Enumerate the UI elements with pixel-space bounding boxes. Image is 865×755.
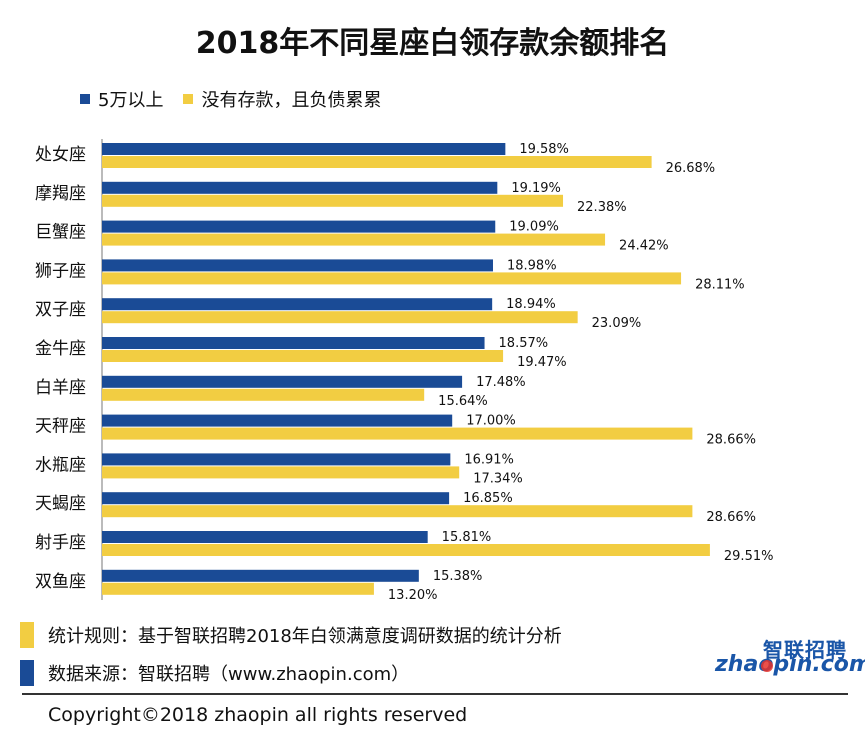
bar-series-1 <box>102 298 493 311</box>
data-label: 22.38% <box>577 200 627 215</box>
legend-label-series-1: 5万以上 <box>98 90 164 111</box>
bar-series-1 <box>102 259 493 272</box>
data-label: 13.20% <box>388 588 438 600</box>
data-label: 17.48% <box>476 375 526 390</box>
data-label: 16.85% <box>463 491 513 506</box>
data-label: 19.09% <box>509 220 559 235</box>
legend-swatch-series-1 <box>80 94 90 104</box>
data-label: 19.19% <box>511 181 561 196</box>
legend-label-series-2: 没有存款，且负债累累 <box>201 90 382 111</box>
legend: 5万以上 没有存款，且负债累累 <box>80 86 401 112</box>
data-label: 18.98% <box>507 258 557 273</box>
data-label: 19.47% <box>517 355 567 370</box>
category-label: 天秤座 <box>35 417 86 437</box>
data-label: 23.09% <box>592 316 642 331</box>
logo-dot-icon <box>761 660 773 672</box>
category-label: 白羊座 <box>35 378 86 398</box>
bar-series-2 <box>102 233 606 246</box>
note-method-marker <box>20 622 34 648</box>
logo-cn-text: 智联招聘 <box>763 638 847 662</box>
bar-series-2 <box>102 272 682 285</box>
bar-series-1 <box>102 220 496 233</box>
data-label: 15.38% <box>433 569 483 584</box>
category-label: 狮子座 <box>35 261 86 281</box>
bar-series-1 <box>102 453 451 466</box>
legend-swatch-series-2 <box>183 94 194 104</box>
bar-series-1 <box>102 143 506 155</box>
note-source: 数据来源：智联招聘（www.zhaopin.com） <box>20 660 409 686</box>
data-label: 28.11% <box>695 277 745 292</box>
data-label: 29.51% <box>724 549 774 564</box>
bar-series-2 <box>102 582 374 595</box>
bar-series-1 <box>102 569 419 582</box>
bar-series-2 <box>102 466 460 479</box>
legend-item-series-1: 5万以上 <box>80 86 163 112</box>
bar-series-1 <box>102 531 428 543</box>
bar-series-1 <box>102 337 485 349</box>
bar-series-2 <box>102 311 578 324</box>
bar-series-1 <box>102 492 450 505</box>
zhaopin-logo: 智联招聘 zhaopin.com <box>715 636 865 677</box>
category-label: 巨蟹座 <box>35 223 86 243</box>
bar-series-2 <box>102 427 693 440</box>
note-source-marker <box>20 660 34 686</box>
copyright-text: Copyright©2018 zhaopin all rights reserv… <box>48 704 468 726</box>
category-label: 处女座 <box>35 145 86 165</box>
footer-divider <box>22 693 848 695</box>
category-label: 双鱼座 <box>35 572 86 592</box>
bar-series-2 <box>102 388 425 401</box>
category-label: 摩羯座 <box>35 184 86 204</box>
bar-series-1 <box>102 375 463 388</box>
bar-series-1 <box>102 414 453 427</box>
data-label: 26.68% <box>666 161 716 176</box>
chart-title: 2018年不同星座白领存款余额排名 <box>195 26 670 61</box>
bar-series-2 <box>102 544 710 556</box>
bar-series-2 <box>102 505 693 518</box>
note-source-text: 数据来源：智联招聘（www.zhaopin.com） <box>48 664 410 685</box>
note-method-text: 统计规则：基于智联招聘2018年白领满意度调研数据的统计分析 <box>48 626 562 647</box>
note-method: 统计规则：基于智联招聘2018年白领满意度调研数据的统计分析 <box>20 622 562 648</box>
data-label: 17.00% <box>466 414 516 429</box>
category-label: 射手座 <box>35 533 86 553</box>
data-label: 28.66% <box>706 510 756 525</box>
legend-item-series-2: 没有存款，且负债累累 <box>183 86 381 112</box>
bar-series-2 <box>102 350 504 362</box>
bar-series-2 <box>102 194 564 207</box>
data-label: 15.81% <box>442 530 492 545</box>
data-label: 17.34% <box>473 471 523 486</box>
category-label: 金牛座 <box>35 339 86 359</box>
data-label: 16.91% <box>464 452 514 467</box>
data-label: 24.42% <box>619 239 669 254</box>
category-label: 天蝎座 <box>35 494 86 514</box>
bar-series-1 <box>102 181 498 194</box>
logo-en-text: zhaopin.com <box>715 652 865 677</box>
data-label: 18.57% <box>499 336 549 351</box>
data-label: 15.64% <box>438 394 488 409</box>
category-label: 水瓶座 <box>35 455 86 475</box>
data-label: 18.94% <box>506 297 556 312</box>
bar-series-2 <box>102 156 652 168</box>
data-label: 28.66% <box>706 433 756 448</box>
category-label: 双子座 <box>35 300 86 320</box>
data-label: 19.58% <box>519 142 569 157</box>
bar-chart: 处女座 19.58% 26.68% 摩羯座 19.19% 22.38% 巨蟹座 19.09% 2… <box>35 139 774 600</box>
